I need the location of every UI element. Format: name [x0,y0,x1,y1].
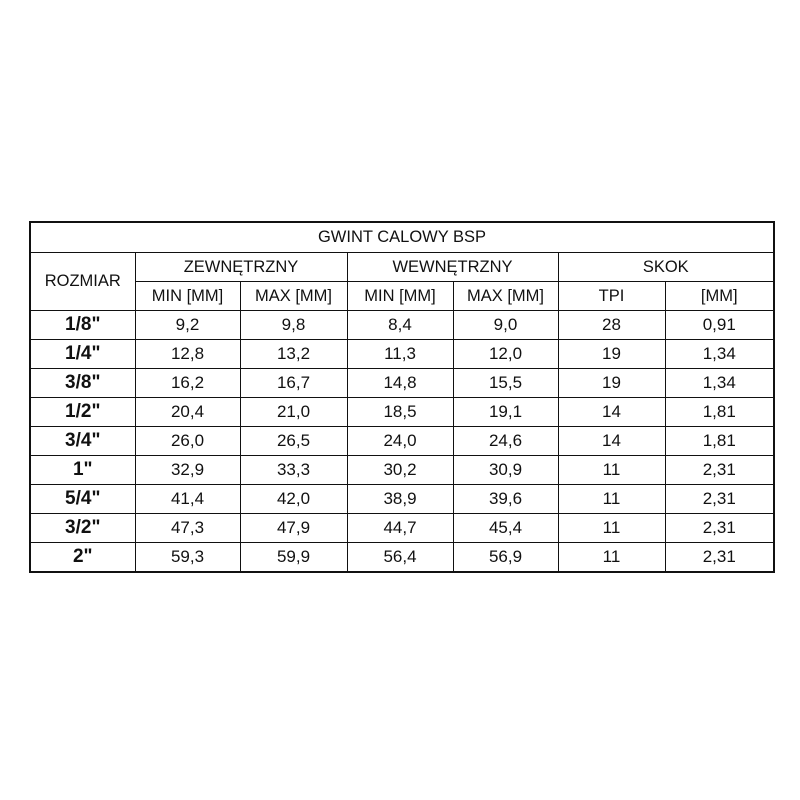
table-row: 2" 59,3 59,9 56,4 56,9 11 2,31 [29,542,775,573]
value-cell: 24,0 [346,426,454,456]
size-cell: 2" [29,542,136,573]
value-cell: 12,8 [134,339,241,369]
value-cell: 18,5 [346,397,454,427]
value-cell: 41,4 [134,484,241,514]
table-row: 3/8" 16,2 16,7 14,8 15,5 19 1,34 [29,368,775,398]
value-cell: 19,1 [452,397,559,427]
value-cell: 45,4 [452,513,559,543]
table-row: 1/4" 12,8 13,2 11,3 12,0 19 1,34 [29,339,775,369]
table-row: 1" 32,9 33,3 30,2 30,9 11 2,31 [29,455,775,485]
value-cell: 30,9 [452,455,559,485]
table-row: 3/2" 47,3 47,9 44,7 45,4 11 2,31 [29,513,775,543]
value-cell: 11 [557,455,666,485]
value-cell: 1,81 [664,397,775,427]
group-header-internal: WEWNĘTRZNY [346,252,559,282]
value-cell: 19 [557,339,666,369]
value-cell: 11 [557,513,666,543]
value-cell: 30,2 [346,455,454,485]
value-cell: 59,9 [239,542,348,573]
value-cell: 2,31 [664,455,775,485]
size-cell: 5/4" [29,484,136,514]
value-cell: 11 [557,484,666,514]
value-cell: 12,0 [452,339,559,369]
value-cell: 33,3 [239,455,348,485]
value-cell: 39,6 [452,484,559,514]
group-header-pitch: SKOK [557,252,775,282]
value-cell: 2,31 [664,484,775,514]
size-cell: 1/8" [29,310,136,340]
value-cell: 56,9 [452,542,559,573]
value-cell: 14 [557,397,666,427]
size-header: ROZMIAR [29,252,136,311]
value-cell: 26,5 [239,426,348,456]
value-cell: 21,0 [239,397,348,427]
value-cell: 2,31 [664,542,775,573]
size-cell: 3/2" [29,513,136,543]
value-cell: 26,0 [134,426,241,456]
subheader: MAX [MM] [452,281,559,311]
size-cell: 1/4" [29,339,136,369]
value-cell: 9,8 [239,310,348,340]
value-cell: 59,3 [134,542,241,573]
value-cell: 0,91 [664,310,775,340]
value-cell: 47,9 [239,513,348,543]
table-row: 5/4" 41,4 42,0 38,9 39,6 11 2,31 [29,484,775,514]
size-cell: 3/8" [29,368,136,398]
table-title: GWINT CALOWY BSP [29,221,775,253]
value-cell: 38,9 [346,484,454,514]
value-cell: 44,7 [346,513,454,543]
value-cell: 14,8 [346,368,454,398]
value-cell: 1,34 [664,368,775,398]
subheader: [MM] [664,281,775,311]
value-cell: 9,0 [452,310,559,340]
value-cell: 28 [557,310,666,340]
value-cell: 15,5 [452,368,559,398]
size-cell: 1/2" [29,397,136,427]
subheader: MIN [MM] [346,281,454,311]
size-cell: 1" [29,455,136,485]
subheader: MIN [MM] [134,281,241,311]
table-row: 1/8" 9,2 9,8 8,4 9,0 28 0,91 [29,310,775,340]
group-header-external: ZEWNĘTRZNY [134,252,348,282]
value-cell: 1,34 [664,339,775,369]
value-cell: 9,2 [134,310,241,340]
value-cell: 56,4 [346,542,454,573]
bsp-thread-table: GWINT CALOWY BSP ROZMIAR ZEWNĘTRZNY WEWN… [29,221,776,573]
value-cell: 2,31 [664,513,775,543]
value-cell: 20,4 [134,397,241,427]
value-cell: 14 [557,426,666,456]
value-cell: 1,81 [664,426,775,456]
table-row: 3/4" 26,0 26,5 24,0 24,6 14 1,81 [29,426,775,456]
value-cell: 32,9 [134,455,241,485]
value-cell: 24,6 [452,426,559,456]
value-cell: 11,3 [346,339,454,369]
subheader: MAX [MM] [239,281,348,311]
value-cell: 11 [557,542,666,573]
value-cell: 47,3 [134,513,241,543]
table-row: 1/2" 20,4 21,0 18,5 19,1 14 1,81 [29,397,775,427]
value-cell: 13,2 [239,339,348,369]
value-cell: 8,4 [346,310,454,340]
value-cell: 16,2 [134,368,241,398]
value-cell: 42,0 [239,484,348,514]
value-cell: 16,7 [239,368,348,398]
value-cell: 19 [557,368,666,398]
size-cell: 3/4" [29,426,136,456]
subheader: TPI [557,281,666,311]
